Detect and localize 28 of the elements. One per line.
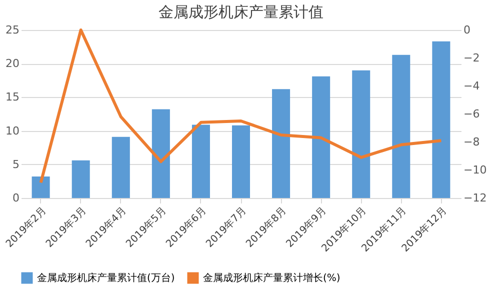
bar (312, 76, 330, 198)
y2-tick-label: −2 (464, 52, 480, 64)
bar (112, 136, 130, 198)
bar (432, 41, 450, 198)
bar (152, 109, 170, 198)
chart-title: 金属成形机床产量累计值 (158, 3, 324, 21)
bar (392, 54, 410, 198)
bar (232, 125, 250, 198)
y2-tick-label: −6 (464, 108, 480, 120)
bar (352, 70, 370, 198)
y-tick-label: 20 (6, 57, 20, 70)
bar (32, 176, 50, 198)
y2-tick-label: 0 (464, 24, 470, 36)
y-tick-label: 10 (6, 124, 20, 138)
y2-tick-label: −10 (464, 164, 487, 176)
line-series (39, 28, 443, 184)
legend-label: 金属成形机床产量累计增长(%) (203, 272, 340, 284)
bar (72, 160, 90, 198)
y-tick-label: 25 (6, 24, 20, 36)
bar (192, 124, 210, 198)
y-tick-label: 0 (12, 192, 20, 204)
y-tick-label: 15 (6, 90, 20, 104)
legend-label: 金属成形机床产量累计值(万台) (37, 272, 175, 284)
bar (272, 89, 290, 198)
y2-tick-label: −4 (464, 80, 480, 92)
y-tick-label: 5 (12, 158, 20, 171)
y2-tick-label: −8 (464, 136, 480, 148)
y2-tick-label: −12 (464, 192, 487, 204)
